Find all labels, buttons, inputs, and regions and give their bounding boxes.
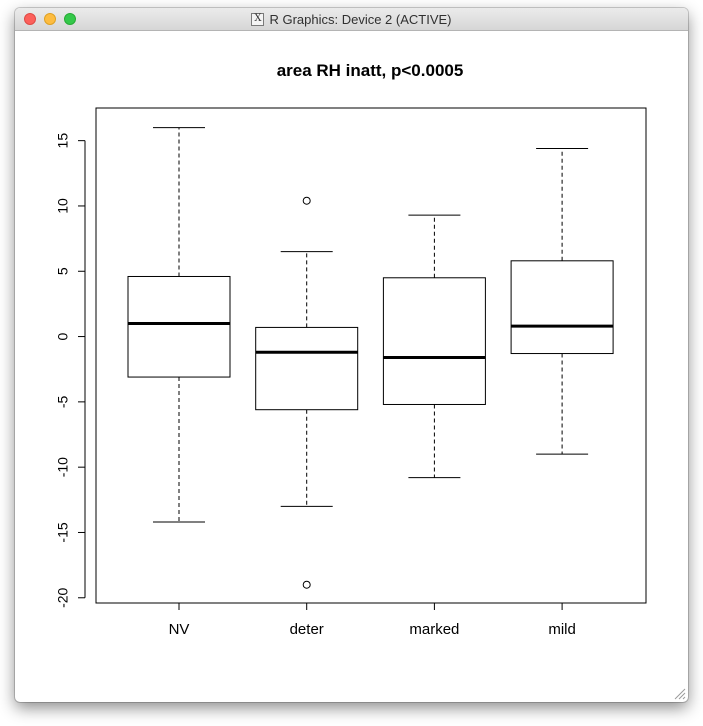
boxes-group [127,127,614,589]
y-tick-label: -15 [55,522,71,542]
x-tick-label: marked [409,621,459,638]
y-tick-label: 5 [55,267,71,275]
minimize-window-button[interactable] [44,13,56,25]
boxplot-chart: area RH inatt, p<0.0005 -20 -15 -10 -5 0 5 10 1… [55,61,647,638]
y-tick-label: 10 [55,198,71,214]
iqr-box [127,275,231,378]
x-tick-label: deter [290,621,324,638]
title-group: X R Graphics: Device 2 (ACTIVE) [15,8,688,30]
outlier-point [302,580,311,589]
resize-grip-icon[interactable] [673,687,686,700]
close-window-button[interactable] [24,13,36,25]
y-tick-label: -10 [55,457,71,477]
iqr-box [382,277,486,405]
y-tick-label: 15 [55,133,71,149]
iqr-box [510,260,614,355]
x-tick-label: NV [169,621,190,638]
y-axis: -20 -15 -10 -5 0 5 10 15 [55,133,86,608]
box-deter [255,196,359,589]
box-NV [127,127,231,523]
iqr-box [255,326,359,411]
title-bar[interactable]: X R Graphics: Device 2 (ACTIVE) [15,8,688,31]
box-marked [382,214,486,479]
box-mild [510,147,614,455]
outlier-point [302,196,311,205]
zoom-window-button[interactable] [64,13,76,25]
chart-title: area RH inatt, p<0.0005 [277,61,464,80]
y-tick-label: -5 [55,395,71,408]
y-tick-label: 0 [55,332,71,340]
x11-icon: X [251,12,265,26]
r-graphics-window: X R Graphics: Device 2 (ACTIVE) area RH … [15,8,688,702]
x-axis: NV deter marked mild [169,602,576,638]
window-title: R Graphics: Device 2 (ACTIVE) [269,11,452,27]
y-tick-label: -20 [55,587,71,607]
x-tick-label: mild [548,621,576,638]
